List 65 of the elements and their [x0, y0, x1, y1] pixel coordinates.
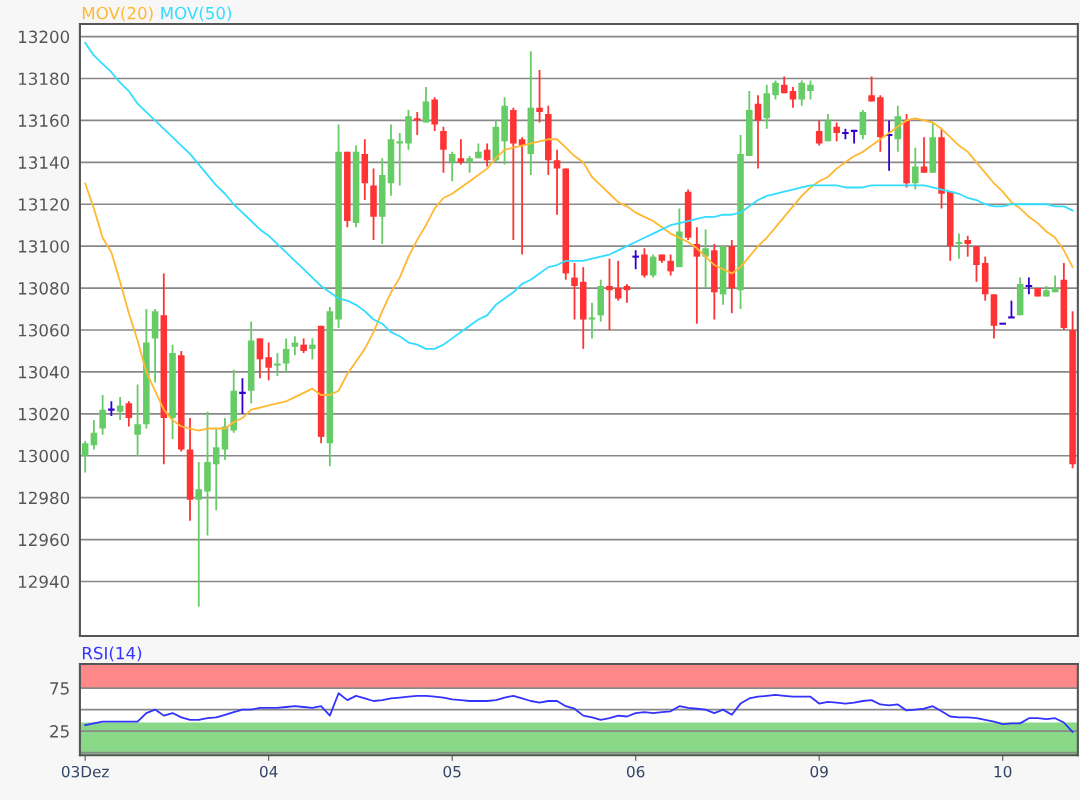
x-tick-label: 09 — [810, 765, 828, 778]
candlestick — [134, 383, 141, 457]
line-series — [84, 692, 1074, 733]
candlestick — [631, 249, 640, 271]
y-tick-label: 13100 — [19, 240, 70, 253]
y-tick-label: 13200 — [19, 30, 70, 44]
candlestick — [309, 337, 316, 361]
candlestick — [606, 257, 613, 331]
candlestick — [238, 377, 247, 415]
candlestick — [396, 132, 404, 187]
candlestick — [265, 341, 272, 382]
candlestick — [641, 247, 648, 279]
y-tick-label: 13160 — [19, 114, 70, 127]
candlestick — [125, 400, 133, 428]
text: RSI(14) — [82, 646, 142, 662]
candlestick — [536, 69, 543, 124]
candlestick — [116, 396, 124, 422]
candlestick — [973, 245, 980, 283]
y-tick-label: 13020 — [19, 407, 70, 421]
candlestick — [824, 113, 832, 143]
y-tick-label: 13060 — [19, 323, 70, 337]
x-tick-label: 06 — [626, 765, 645, 778]
x-tick-label: 10 — [994, 765, 1012, 778]
candlestick — [212, 427, 220, 512]
candlestick — [553, 148, 561, 216]
candlestick — [422, 85, 430, 124]
y-tick-label: 13040 — [19, 365, 70, 379]
candlestick — [81, 440, 89, 474]
candlestick — [964, 234, 972, 258]
candlestick — [912, 146, 919, 191]
candlestick — [667, 253, 674, 277]
candlestick — [772, 79, 779, 101]
candlestick — [868, 75, 875, 103]
candlestick — [274, 352, 281, 378]
y-tick-label: 13180 — [19, 72, 70, 86]
y-tick-label: 13080 — [19, 282, 70, 295]
candlestick — [282, 337, 290, 373]
text: MOV(50) — [161, 6, 232, 22]
text: MOV(20) — [82, 6, 153, 22]
y-tick-label: 13140 — [19, 156, 70, 169]
candlestick — [195, 461, 203, 608]
candlestick — [859, 109, 867, 141]
candlestick — [833, 121, 840, 143]
y-tick-label: 12980 — [19, 491, 70, 505]
candlestick — [99, 394, 106, 436]
candlestick — [702, 228, 709, 289]
candlestick — [798, 79, 805, 107]
y-tick-label: 12960 — [19, 533, 70, 547]
y-tick-label: 25 — [50, 725, 69, 738]
candlestick — [588, 301, 596, 340]
candlestick — [256, 337, 264, 380]
candlestick — [649, 253, 657, 279]
candlestick — [614, 259, 622, 302]
candlestick — [107, 400, 116, 417]
x-tick-label: 03Dez — [61, 765, 109, 778]
line-series — [84, 41, 1074, 350]
x-tick-label: 04 — [259, 765, 278, 778]
y-tick-label: 13120 — [19, 198, 70, 211]
candlestick — [571, 262, 578, 321]
x-tick-label: 05 — [443, 765, 461, 778]
y-tick-label: 13000 — [19, 449, 70, 463]
candlestick — [440, 125, 447, 174]
candlestick — [807, 79, 814, 101]
y-tick-label: 75 — [50, 682, 69, 695]
y-tick-label: 12940 — [19, 575, 70, 589]
